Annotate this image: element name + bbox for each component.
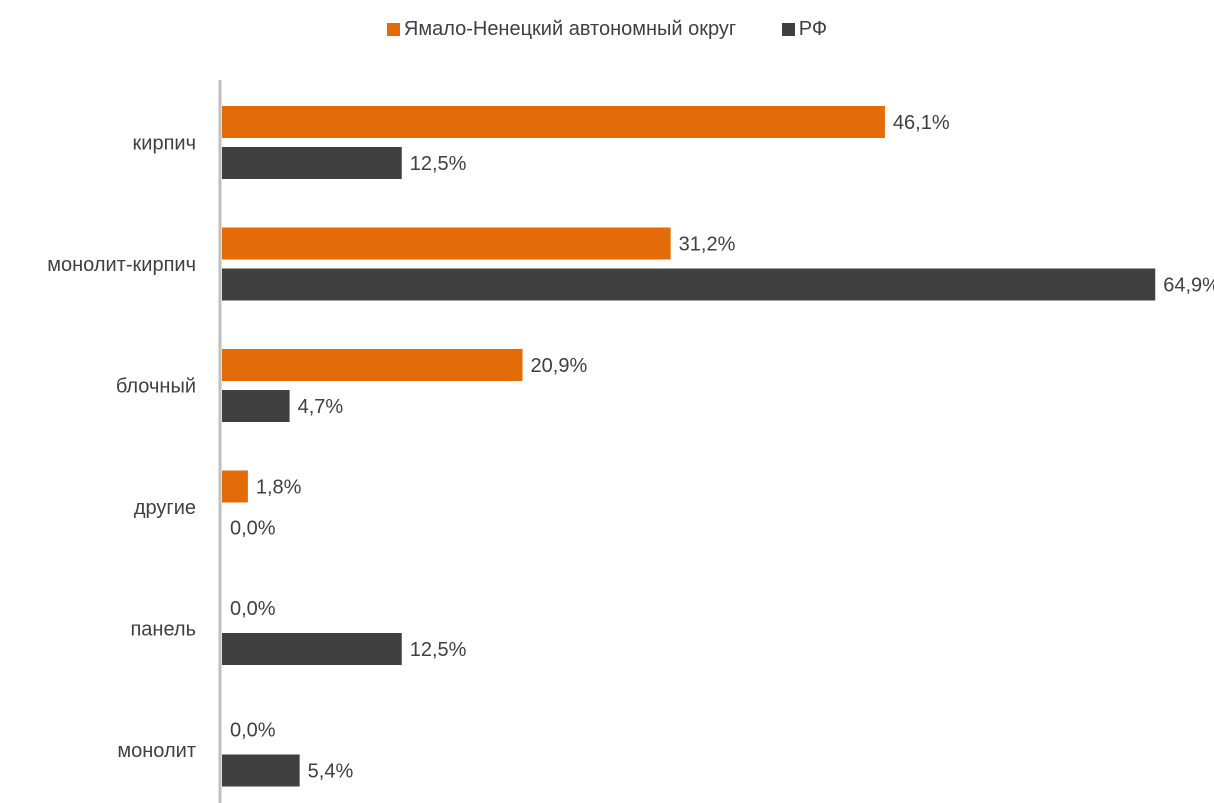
bar [222,227,671,260]
bar [222,106,885,138]
category-label: монолит-кирпич [47,254,196,276]
data-label: 31,2% [679,234,736,256]
legend-label-rf: РФ [798,18,828,40]
data-label: 1,8% [256,477,302,499]
category-label: кирпич [133,133,196,155]
bar [222,268,1156,301]
chart-legend: Ямало-Ненецкий автономный округ РФ [0,18,1214,42]
data-label: 5,4% [308,761,354,783]
bar [222,470,248,503]
data-label: 46,1% [893,112,950,134]
data-label: 64,9% [1163,275,1214,297]
data-label: 0,0% [230,598,276,620]
bar [222,390,290,422]
data-label: 0,0% [230,518,276,540]
category-label: монолит [117,740,196,762]
bar [222,349,523,381]
data-label: 20,9% [531,355,588,377]
data-label: 12,5% [410,153,467,175]
bar [222,147,402,179]
legend-item-rf: РФ [781,18,828,41]
bar [222,633,402,665]
category-label: другие [134,497,196,519]
legend-swatch-rf [781,23,795,36]
legend-label-ynao: Ямало-Ненецкий автономный округ [403,18,737,40]
category-label: блочный [116,376,196,398]
data-label: 0,0% [230,720,276,742]
data-label: 4,7% [298,396,344,418]
bar [222,754,300,787]
category-label: панель [130,619,196,641]
legend-swatch-ynao [386,23,400,36]
legend-item-ynao: Ямало-Ненецкий автономный округ [386,18,737,41]
data-label: 12,5% [410,639,467,661]
